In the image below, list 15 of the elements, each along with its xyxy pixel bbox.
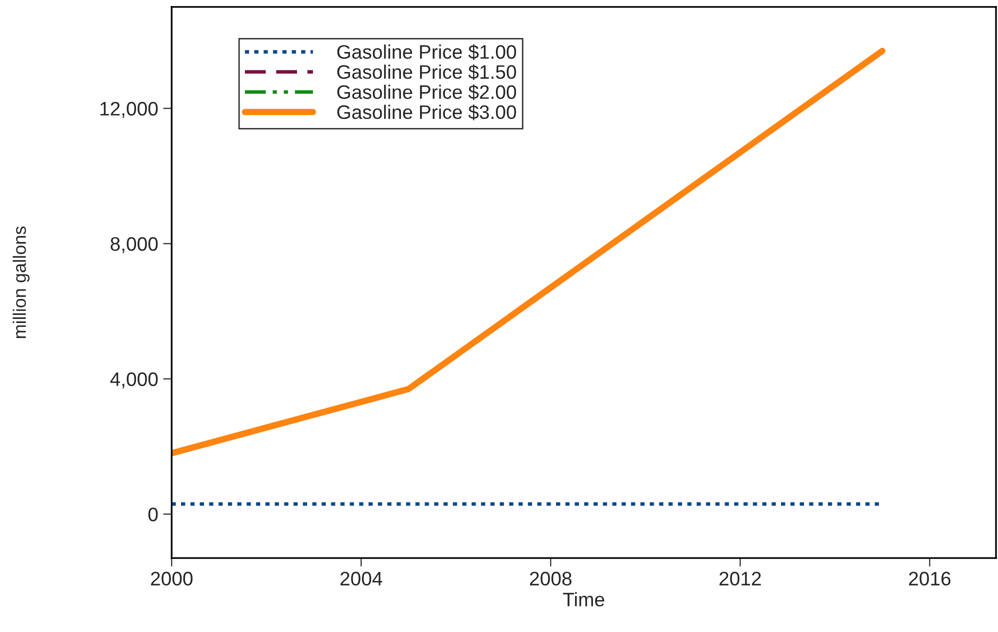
y-tick-label: 8,000 [110, 237, 158, 254]
legend-label: Gasoline Price $1.50 [337, 64, 516, 80]
x-tick-label: 2000 [151, 572, 193, 586]
x-tick-label: 2016 [909, 572, 950, 586]
legend-label: Gasoline Price $1.00 [337, 44, 516, 60]
x-tick-label: 2012 [720, 572, 761, 586]
y-tick-label: 12,000 [100, 102, 158, 118]
legend-label: Gasoline Price $3.00 [337, 104, 516, 120]
x-tick-label: 2004 [340, 572, 382, 586]
x-axis-title: Time [563, 592, 604, 606]
legend-label: Gasoline Price $2.00 [337, 84, 516, 100]
y-tick-label: 0 [148, 508, 158, 522]
y-tick-label: 4,000 [110, 372, 158, 388]
x-tick-label: 2008 [530, 572, 572, 586]
y-axis-title: million gallons [12, 226, 30, 338]
